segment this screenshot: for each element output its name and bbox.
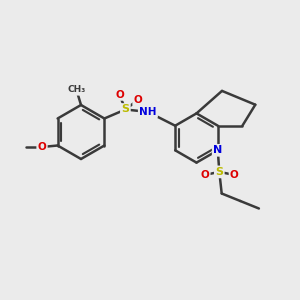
Text: O: O [115,89,124,100]
Text: O: O [200,170,209,180]
Text: S: S [122,104,129,115]
Text: NH: NH [139,107,157,117]
Text: O: O [38,142,46,152]
Text: CH₃: CH₃ [68,85,85,94]
Text: O: O [230,170,239,180]
Text: N: N [213,145,222,155]
Text: O: O [134,95,142,105]
Text: S: S [215,167,223,177]
